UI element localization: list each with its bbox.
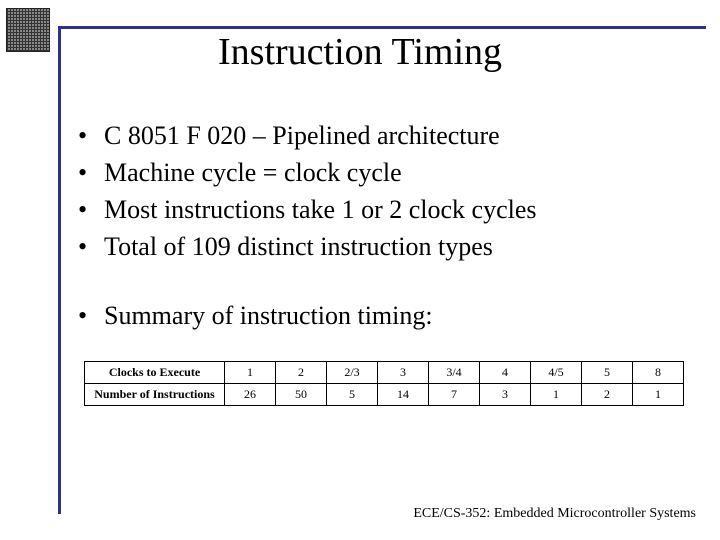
slide-title: Instruction Timing	[0, 30, 720, 74]
bullet-icon: •	[78, 118, 104, 153]
bullet-icon: •	[78, 298, 104, 333]
bullet-block-top: • C 8051 F 020 – Pipelined architecture …	[78, 118, 690, 264]
top-rule	[58, 26, 706, 29]
list-item: • Total of 109 distinct instruction type…	[78, 229, 690, 264]
table-cell: 4	[480, 362, 531, 384]
table-cell: 7	[429, 384, 480, 406]
table-cell: 4/5	[531, 362, 582, 384]
bullet-icon: •	[78, 229, 104, 264]
table-cell: 14	[378, 384, 429, 406]
table-cell: 26	[225, 384, 276, 406]
table-cell: 3	[480, 384, 531, 406]
list-item: • Most instructions take 1 or 2 clock cy…	[78, 192, 690, 227]
bullet-text: Most instructions take 1 or 2 clock cycl…	[104, 192, 537, 227]
table-cell: 2	[276, 362, 327, 384]
bullet-text: Machine cycle = clock cycle	[104, 155, 402, 190]
table-cell: 5	[327, 384, 378, 406]
table-cell: 5	[582, 362, 633, 384]
table-cell: 50	[276, 384, 327, 406]
bullet-text: C 8051 F 020 – Pipelined architecture	[104, 118, 500, 153]
left-rule	[58, 26, 61, 514]
bullet-text: Summary of instruction timing:	[104, 298, 433, 333]
bullet-icon: •	[78, 155, 104, 190]
slide-footer: ECE/CS-352: Embedded Microcontroller Sys…	[413, 506, 696, 522]
list-item: • Machine cycle = clock cycle	[78, 155, 690, 190]
table-cell: 8	[633, 362, 684, 384]
table-cell: 1	[633, 384, 684, 406]
list-item: • Summary of instruction timing:	[78, 298, 690, 333]
table-cell: 3	[378, 362, 429, 384]
bullet-block-bottom: • Summary of instruction timing:	[78, 298, 690, 333]
table-cell: 2	[582, 384, 633, 406]
bullet-icon: •	[78, 192, 104, 227]
table-cell: 1	[225, 362, 276, 384]
table-row: Number of Instructions 26 50 5 14 7 3 1 …	[85, 384, 684, 406]
table-cell: 3/4	[429, 362, 480, 384]
table-cell: 2/3	[327, 362, 378, 384]
list-item: • C 8051 F 020 – Pipelined architecture	[78, 118, 690, 153]
table-header: Number of Instructions	[85, 384, 225, 406]
table-header: Clocks to Execute	[85, 362, 225, 384]
table-row: Clocks to Execute 1 2 2/3 3 3/4 4 4/5 5 …	[85, 362, 684, 384]
slide-content: • C 8051 F 020 – Pipelined architecture …	[78, 118, 690, 406]
bullet-text: Total of 109 distinct instruction types	[104, 229, 493, 264]
table-cell: 1	[531, 384, 582, 406]
timing-table: Clocks to Execute 1 2 2/3 3 3/4 4 4/5 5 …	[84, 361, 684, 406]
